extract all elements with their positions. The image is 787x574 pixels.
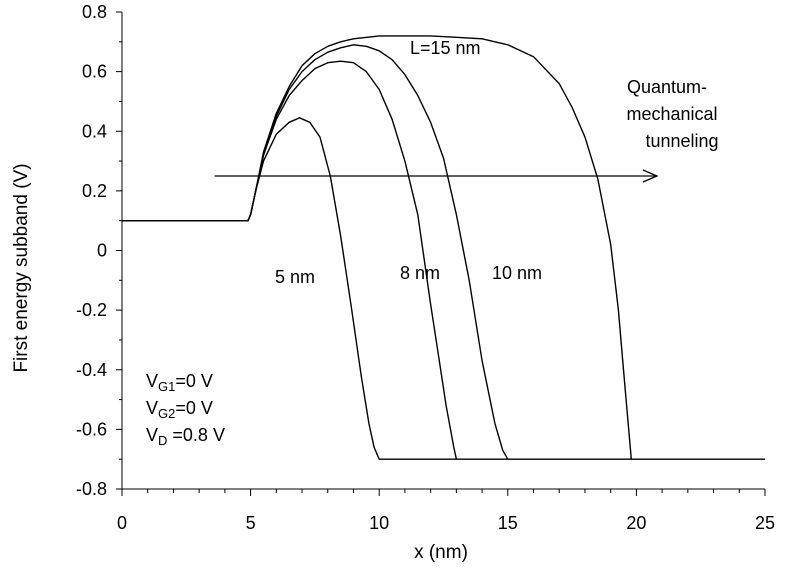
tunneling-label-line2: mechanical (626, 104, 717, 124)
bias-condition: VG2=0 V (146, 398, 213, 421)
x-tick-label: 15 (498, 513, 518, 533)
y-tick-label: 0.4 (82, 121, 107, 141)
tunneling-arrow-group (214, 169, 659, 183)
bias-conditions: VG1=0 V VG2=0 V VD =0.8 V (146, 371, 225, 448)
y-tick-label: 0.6 (82, 62, 107, 82)
series-line-5nm (122, 117, 765, 460)
x-tick-label: 20 (626, 513, 646, 533)
bias-condition: VG1=0 V (146, 371, 213, 394)
tunneling-label-line3: tunneling (645, 131, 718, 151)
series-label-15nm: L=15 nm (410, 38, 481, 58)
x-tick-label: 25 (755, 513, 775, 533)
tunneling-label-line1: Quantum- (627, 77, 707, 97)
series-line-8nm (122, 60, 458, 460)
y-tick-label: 0.2 (82, 181, 107, 201)
tunneling-arrowhead (642, 169, 659, 183)
bias-condition: VD =0.8 V (146, 425, 225, 448)
y-tick-label: -0.4 (76, 360, 107, 380)
x-tick-label: 10 (369, 513, 389, 533)
series-lines (122, 35, 765, 460)
y-tick-label: -0.6 (76, 419, 107, 439)
y-tick-label: 0.8 (82, 2, 107, 22)
series-line-15nm (122, 35, 632, 460)
y-tick-label: -0.8 (76, 479, 107, 499)
series-label-10nm: 10 nm (492, 263, 542, 283)
x-tick-label: 0 (117, 513, 127, 533)
y-tick-label: -0.2 (76, 300, 107, 320)
y-axis-label: First energy subband (V) (11, 163, 32, 372)
x-tick-label: 5 (246, 513, 256, 533)
x-axis-label: x (nm) (414, 542, 468, 563)
y-axis-ticks: 0.8 0.6 0.4 0.2 0 -0.2 -0.4 -0.6 -0.8 (76, 2, 122, 499)
series-label-5nm: 5 nm (275, 267, 315, 287)
y-tick-label: 0 (97, 241, 107, 261)
series-label-8nm: 8 nm (400, 263, 440, 283)
x-axis-ticks: 0 5 10 15 20 25 (117, 489, 775, 533)
